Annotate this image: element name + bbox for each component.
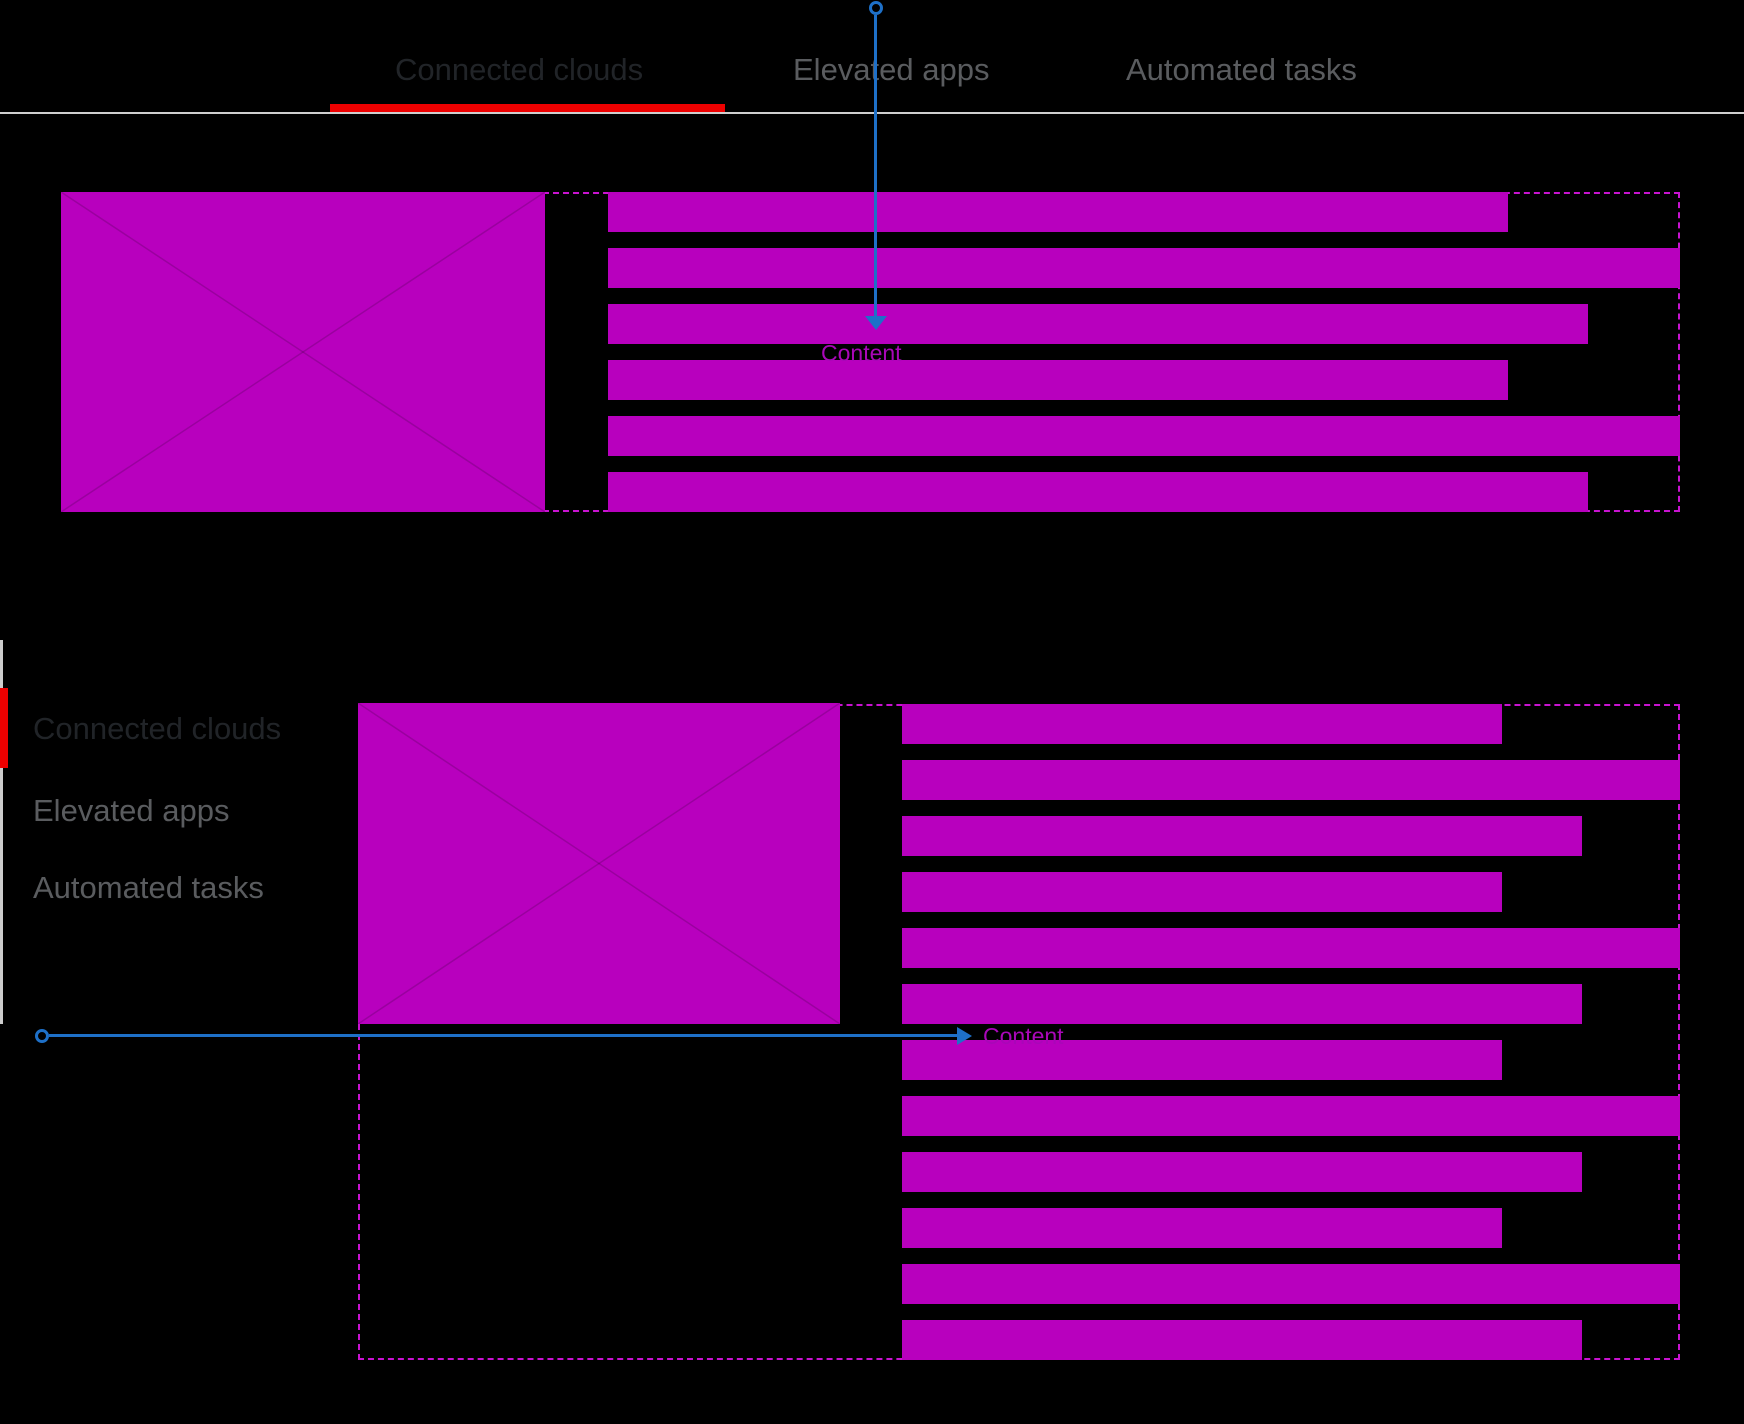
skeleton-text-bar	[608, 248, 1680, 288]
content-annotation-label-top: Content	[821, 340, 902, 366]
vertical-tab-connected-clouds[interactable]: Connected clouds	[33, 711, 282, 746]
annotation-arrowhead-icon	[865, 316, 887, 330]
skeleton-text-bars-top	[608, 192, 1680, 512]
skeleton-text-bar	[902, 1152, 1582, 1192]
annotation-arrowhead-icon	[957, 1027, 972, 1045]
annotation-line	[49, 1034, 957, 1037]
skeleton-text-bar	[608, 472, 1588, 512]
vertical-tabs-border	[0, 640, 3, 1024]
skeleton-text-bar	[608, 192, 1508, 232]
placeholder-x-icon	[358, 703, 840, 1024]
tabs-divider-rule	[0, 112, 1744, 114]
tab-automated-tasks[interactable]: Automated tasks	[1126, 52, 1357, 87]
skeleton-text-bars-bottom	[902, 704, 1680, 1360]
skeleton-text-bar	[608, 416, 1680, 456]
skeleton-text-bar	[902, 1208, 1502, 1248]
content-annotation-label-bottom: Content	[983, 1023, 1064, 1049]
annotation-anchor-dot	[869, 1, 883, 15]
skeleton-text-bar	[902, 1320, 1582, 1360]
tab-connected-clouds[interactable]: Connected clouds	[395, 52, 644, 87]
skeleton-text-bar	[902, 1264, 1680, 1304]
skeleton-text-bar	[608, 304, 1588, 344]
skeleton-text-bar	[902, 872, 1502, 912]
skeleton-text-bar	[608, 360, 1508, 400]
skeleton-text-bar	[902, 984, 1582, 1024]
active-tab-underline	[330, 104, 725, 112]
vertical-tab-automated-tasks[interactable]: Automated tasks	[33, 870, 264, 905]
skeleton-text-bar	[902, 816, 1582, 856]
skeleton-text-bar	[902, 704, 1502, 744]
skeleton-text-bar	[902, 1040, 1502, 1080]
tab-elevated-apps[interactable]: Elevated apps	[793, 52, 990, 87]
skeleton-text-bar	[902, 760, 1680, 800]
annotation-anchor-dot	[35, 1029, 49, 1043]
vertical-active-tab-bar	[0, 688, 8, 768]
placeholder-x-icon	[61, 192, 545, 512]
annotation-line	[874, 15, 877, 318]
vertical-tab-elevated-apps[interactable]: Elevated apps	[33, 793, 230, 828]
placeholder-image-block	[358, 703, 840, 1024]
placeholder-image-block	[61, 192, 545, 512]
skeleton-text-bar	[902, 928, 1680, 968]
skeleton-text-bar	[902, 1096, 1680, 1136]
